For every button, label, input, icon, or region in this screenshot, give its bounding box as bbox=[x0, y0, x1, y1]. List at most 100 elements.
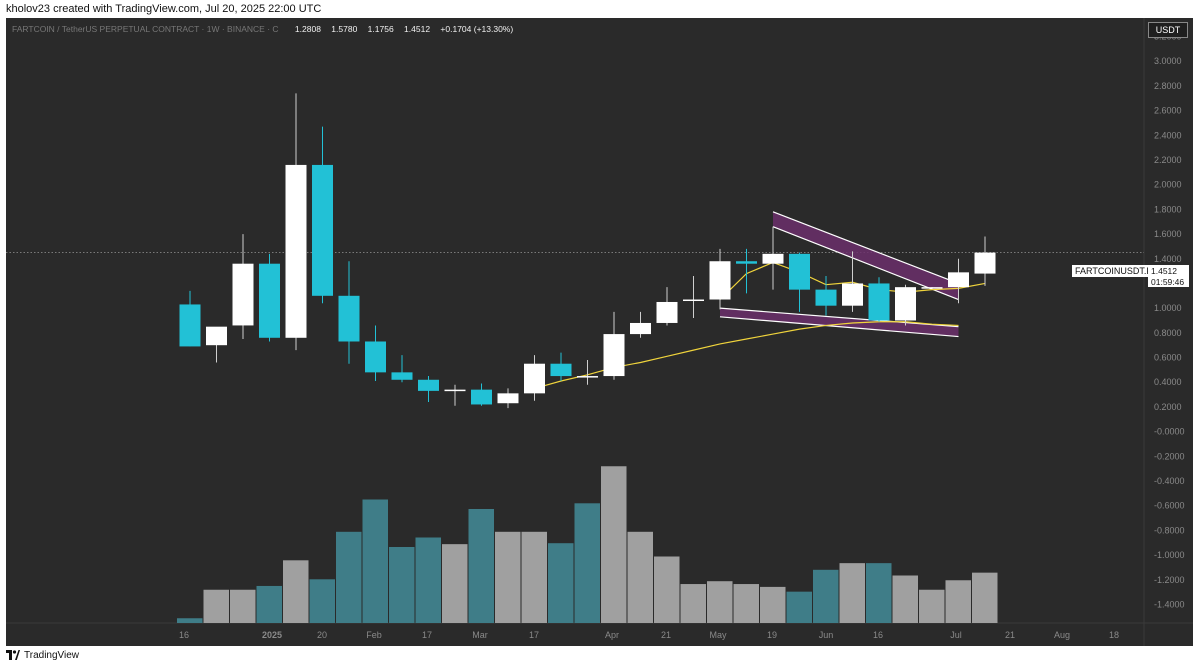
candle-body bbox=[418, 379, 439, 391]
x-tick-label: 2025 bbox=[262, 630, 282, 640]
volume-bar bbox=[336, 531, 362, 623]
candle-body bbox=[471, 389, 492, 405]
volume-bar bbox=[203, 589, 229, 623]
chart-panel[interactable]: 3.20003.00002.80002.60002.40002.20002.00… bbox=[6, 18, 1193, 646]
candle-body bbox=[948, 272, 969, 288]
y-tick-label: -1.0000 bbox=[1154, 550, 1185, 560]
volume-bar bbox=[654, 556, 680, 623]
y-tick-label: 1.0000 bbox=[1154, 303, 1182, 313]
y-tick-label: 1.6000 bbox=[1154, 229, 1182, 239]
volume-bar bbox=[919, 589, 945, 623]
candle-body bbox=[630, 322, 651, 335]
candle-body bbox=[444, 389, 466, 392]
last-price-label: 1.4512 01:59:46 bbox=[1148, 265, 1189, 287]
x-tick-label: 20 bbox=[317, 630, 327, 640]
y-tick-label: -1.4000 bbox=[1154, 599, 1185, 609]
volume-bar bbox=[468, 509, 494, 623]
x-tick-label: 16 bbox=[873, 630, 883, 640]
volume-bar bbox=[495, 531, 521, 623]
candle-body bbox=[550, 363, 572, 377]
x-tick-label: 21 bbox=[661, 630, 671, 640]
volume-bar bbox=[521, 531, 547, 623]
volume-bar bbox=[362, 499, 388, 623]
candle-body bbox=[179, 304, 201, 347]
y-tick-label: 0.6000 bbox=[1154, 353, 1182, 363]
currency-button[interactable]: USDT bbox=[1148, 22, 1188, 38]
y-tick-label: -0.2000 bbox=[1154, 451, 1185, 461]
y-tick-label: -0.6000 bbox=[1154, 501, 1185, 511]
volume-bar bbox=[813, 569, 839, 623]
x-tick-label: 17 bbox=[529, 630, 539, 640]
footer-bar: TradingView bbox=[0, 646, 1200, 665]
x-tick-label: Feb bbox=[366, 630, 382, 640]
y-tick-label: 0.2000 bbox=[1154, 402, 1182, 412]
tradingview-logo-icon bbox=[6, 650, 20, 660]
volume-bar bbox=[309, 579, 335, 623]
x-tick-label: 17 bbox=[422, 630, 432, 640]
candle-body bbox=[789, 253, 810, 290]
candle-body bbox=[868, 283, 890, 321]
y-tick-label: 2.2000 bbox=[1154, 155, 1182, 165]
candle-body bbox=[338, 295, 360, 342]
volume-bar bbox=[548, 543, 574, 623]
candle-body bbox=[312, 164, 333, 296]
price-chart[interactable]: 3.20003.00002.80002.60002.40002.20002.00… bbox=[6, 18, 1193, 646]
volume-bar bbox=[415, 537, 441, 623]
volume-bar bbox=[733, 584, 759, 623]
candle-body bbox=[577, 376, 598, 378]
candle-body bbox=[656, 301, 678, 323]
volume-bar bbox=[680, 584, 706, 623]
change-value: +0.1704 (+13.30%) bbox=[440, 24, 514, 34]
y-tick-label: -0.4000 bbox=[1154, 476, 1185, 486]
candle-body bbox=[683, 299, 704, 302]
candle-body bbox=[603, 334, 625, 377]
wedge-upper-top-line bbox=[772, 211, 959, 285]
x-tick-label: Jun bbox=[819, 630, 834, 640]
y-tick-label: 2.8000 bbox=[1154, 81, 1182, 91]
candle-body bbox=[921, 287, 943, 289]
symbol-price-label: FARTCOINUSDT.P bbox=[1072, 265, 1156, 277]
volume-bar bbox=[866, 563, 892, 623]
candle-body bbox=[895, 287, 916, 321]
y-tick-label: -0.8000 bbox=[1154, 525, 1185, 535]
y-tick-label: 1.8000 bbox=[1154, 204, 1182, 214]
volume-bar bbox=[442, 544, 468, 623]
high-value: 1.5780 bbox=[331, 24, 358, 34]
volume-bar bbox=[945, 580, 971, 623]
candle-body bbox=[709, 261, 731, 300]
wedge-lower-fill bbox=[720, 308, 959, 337]
candle-body bbox=[524, 363, 545, 394]
y-tick-label: 2.6000 bbox=[1154, 106, 1182, 116]
candle-body bbox=[842, 283, 863, 306]
y-tick-label: 3.0000 bbox=[1154, 56, 1182, 66]
candle-body bbox=[762, 253, 784, 264]
y-tick-label: 1.4000 bbox=[1154, 254, 1182, 264]
candle-body bbox=[815, 289, 837, 306]
volume-bar bbox=[760, 586, 786, 623]
volume-bar bbox=[230, 589, 256, 623]
candle-body bbox=[206, 326, 227, 346]
wedge-lower-bottom-line bbox=[719, 316, 959, 338]
open-value: 1.2808 bbox=[294, 24, 321, 34]
symbol-line: FARTCOIN / TetherUS PERPETUAL CONTRACT ·… bbox=[12, 24, 279, 34]
candle-body bbox=[974, 252, 996, 274]
volume-bar bbox=[972, 572, 998, 623]
x-tick-label: May bbox=[709, 630, 727, 640]
volume-bar bbox=[892, 575, 918, 623]
candle-body bbox=[232, 263, 254, 326]
y-tick-label: -1.2000 bbox=[1154, 575, 1185, 585]
x-tick-label: 16 bbox=[179, 630, 189, 640]
wedge-lower-top-line bbox=[719, 307, 959, 328]
wedge-upper-fill bbox=[773, 211, 959, 300]
close-value: 1.4512 bbox=[404, 24, 431, 34]
x-tick-label: 21 bbox=[1005, 630, 1015, 640]
volume-bar bbox=[389, 547, 415, 623]
volume-bar bbox=[256, 585, 282, 623]
x-tick-label: Mar bbox=[472, 630, 488, 640]
y-tick-label: 0.4000 bbox=[1154, 377, 1182, 387]
y-tick-label: -0.0000 bbox=[1154, 427, 1185, 437]
caption-bar: kholov23 created with TradingView.com, J… bbox=[0, 0, 1200, 18]
x-tick-label: 18 bbox=[1109, 630, 1119, 640]
x-tick-label: Jul bbox=[950, 630, 962, 640]
volume-bar bbox=[177, 618, 203, 623]
